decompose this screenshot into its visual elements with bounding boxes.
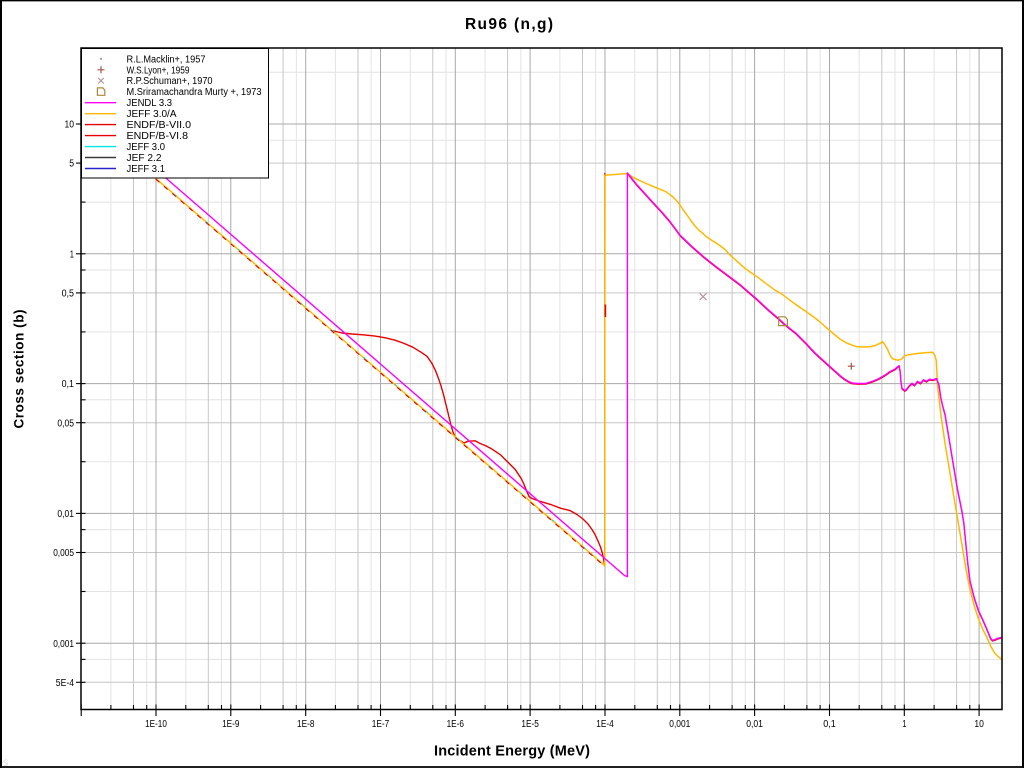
svg-text:1E-4: 1E-4: [596, 719, 614, 730]
svg-text:0,05: 0,05: [57, 418, 74, 429]
svg-text:R.L.Macklin+, 1957: R.L.Macklin+, 1957: [127, 54, 206, 65]
svg-text:5: 5: [69, 159, 74, 170]
svg-text:10: 10: [974, 719, 984, 730]
svg-text:0,001: 0,001: [53, 639, 74, 650]
svg-text:JEF 2.2: JEF 2.2: [127, 153, 162, 164]
svg-text:JEFF 3.0: JEFF 3.0: [127, 142, 166, 153]
svg-text:1: 1: [902, 719, 907, 730]
svg-text:1E-10: 1E-10: [145, 719, 167, 730]
svg-text:1E-7: 1E-7: [372, 719, 390, 730]
svg-text:1: 1: [70, 249, 75, 260]
svg-text:Cross section (b): Cross section (b): [12, 310, 27, 429]
svg-text:0,005: 0,005: [53, 548, 74, 559]
svg-text:W.S.Lyon+, 1959: W.S.Lyon+, 1959: [127, 65, 190, 76]
svg-text:JENDL 3.3: JENDL 3.3: [127, 98, 173, 109]
svg-text:0,1: 0,1: [62, 379, 75, 390]
svg-text:Incident Energy (MeV): Incident Energy (MeV): [434, 744, 590, 760]
svg-text:1E-6: 1E-6: [447, 719, 465, 730]
svg-text:1E-8: 1E-8: [297, 719, 315, 730]
svg-text:R.P.Schuman+, 1970: R.P.Schuman+, 1970: [127, 76, 213, 87]
svg-text:0,001: 0,001: [669, 719, 690, 730]
svg-text:5E-4: 5E-4: [56, 678, 75, 689]
svg-text:ENDF/B-VII.0: ENDF/B-VII.0: [127, 120, 192, 131]
svg-text:1E-5: 1E-5: [521, 719, 539, 730]
svg-text:M.Sriramachandra Murty +, 1973: M.Sriramachandra Murty +, 1973: [127, 87, 262, 98]
svg-text:ENDF/B-VI.8: ENDF/B-VI.8: [127, 131, 189, 142]
svg-text:0,1: 0,1: [823, 719, 836, 730]
svg-text:10: 10: [65, 120, 75, 131]
svg-text:Ru96 (n,g): Ru96 (n,g): [465, 16, 553, 33]
svg-text:JEFF 3.1: JEFF 3.1: [127, 164, 166, 175]
svg-text:0,5: 0,5: [62, 289, 75, 300]
svg-text:0,01: 0,01: [746, 719, 763, 730]
svg-text:1E-9: 1E-9: [222, 719, 240, 730]
svg-text:0,01: 0,01: [57, 509, 74, 520]
svg-text:JEFF 3.0/A: JEFF 3.0/A: [127, 109, 177, 120]
